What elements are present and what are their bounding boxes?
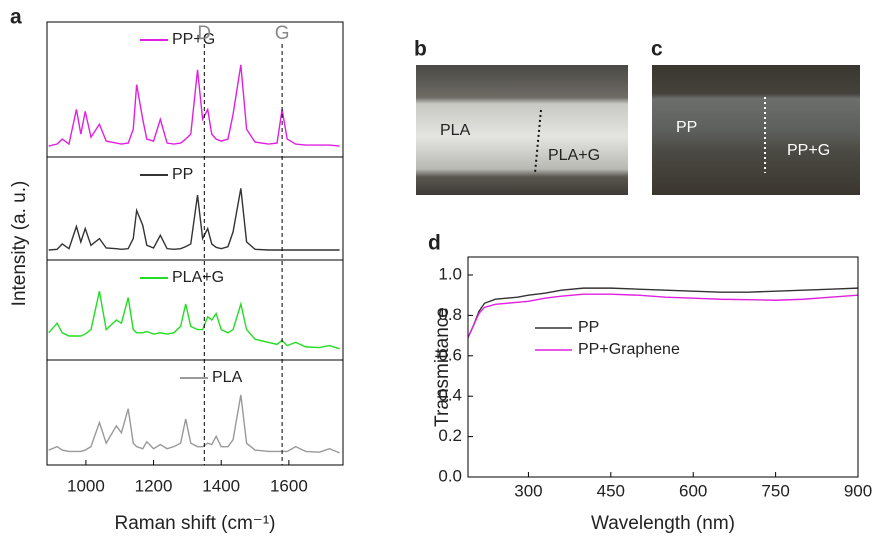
photo-text: PP+G <box>787 142 830 159</box>
photo-b <box>416 65 628 195</box>
x-tick-label: 600 <box>679 481 707 500</box>
legend-label: PLA+G <box>172 269 224 286</box>
y-tick-label: 0.4 <box>438 386 462 405</box>
legend-label: PP+Graphene <box>578 341 680 358</box>
series-line <box>468 287 858 338</box>
y-tick-label: 0.6 <box>438 345 462 364</box>
photo-text: PLA+G <box>548 147 600 164</box>
series-line <box>48 64 340 147</box>
x-tick-label: 750 <box>761 481 789 500</box>
panel-label: c <box>651 38 663 61</box>
x-tick-label: 1000 <box>67 476 105 495</box>
x-tick-label: 450 <box>597 481 625 500</box>
legend-label: PLA <box>212 369 243 386</box>
y-axis-label: Transmittance <box>432 307 453 427</box>
x-tick-label: 1600 <box>270 476 308 495</box>
x-tick-label: 900 <box>844 481 872 500</box>
x-tick-label: 300 <box>514 481 542 500</box>
y-tick-label: 0.8 <box>438 305 462 324</box>
y-axis-label: Intensity (a. u.) <box>9 181 30 307</box>
legend-label: PP <box>172 166 193 183</box>
y-tick-label: 0.2 <box>438 426 462 445</box>
series-line <box>48 188 340 251</box>
plot-frame <box>467 256 859 478</box>
panel-label: d <box>428 232 441 255</box>
series-line <box>48 291 340 350</box>
x-axis-label: Wavelength (nm) <box>591 513 735 534</box>
photo-text: PP <box>676 119 697 136</box>
panel-label: b <box>414 38 427 61</box>
reference-label: D <box>197 23 211 44</box>
reference-label: G <box>275 23 290 44</box>
legend-label: PP <box>578 319 599 336</box>
x-tick-label: 1200 <box>135 476 173 495</box>
photo-c <box>652 65 860 195</box>
x-axis-label: Raman shift (cm⁻¹) <box>115 513 276 534</box>
y-tick-label: 1.0 <box>438 264 462 283</box>
legend-label: PP+G <box>172 31 215 48</box>
x-tick-label: 1400 <box>202 476 240 495</box>
y-tick-label: 0.0 <box>438 466 462 485</box>
plot-frame <box>46 21 344 466</box>
series-line <box>468 293 858 338</box>
panel-label: a <box>10 6 22 29</box>
series-line <box>48 394 340 454</box>
photo-text: PLA <box>440 122 471 139</box>
photo-divider <box>534 109 542 174</box>
